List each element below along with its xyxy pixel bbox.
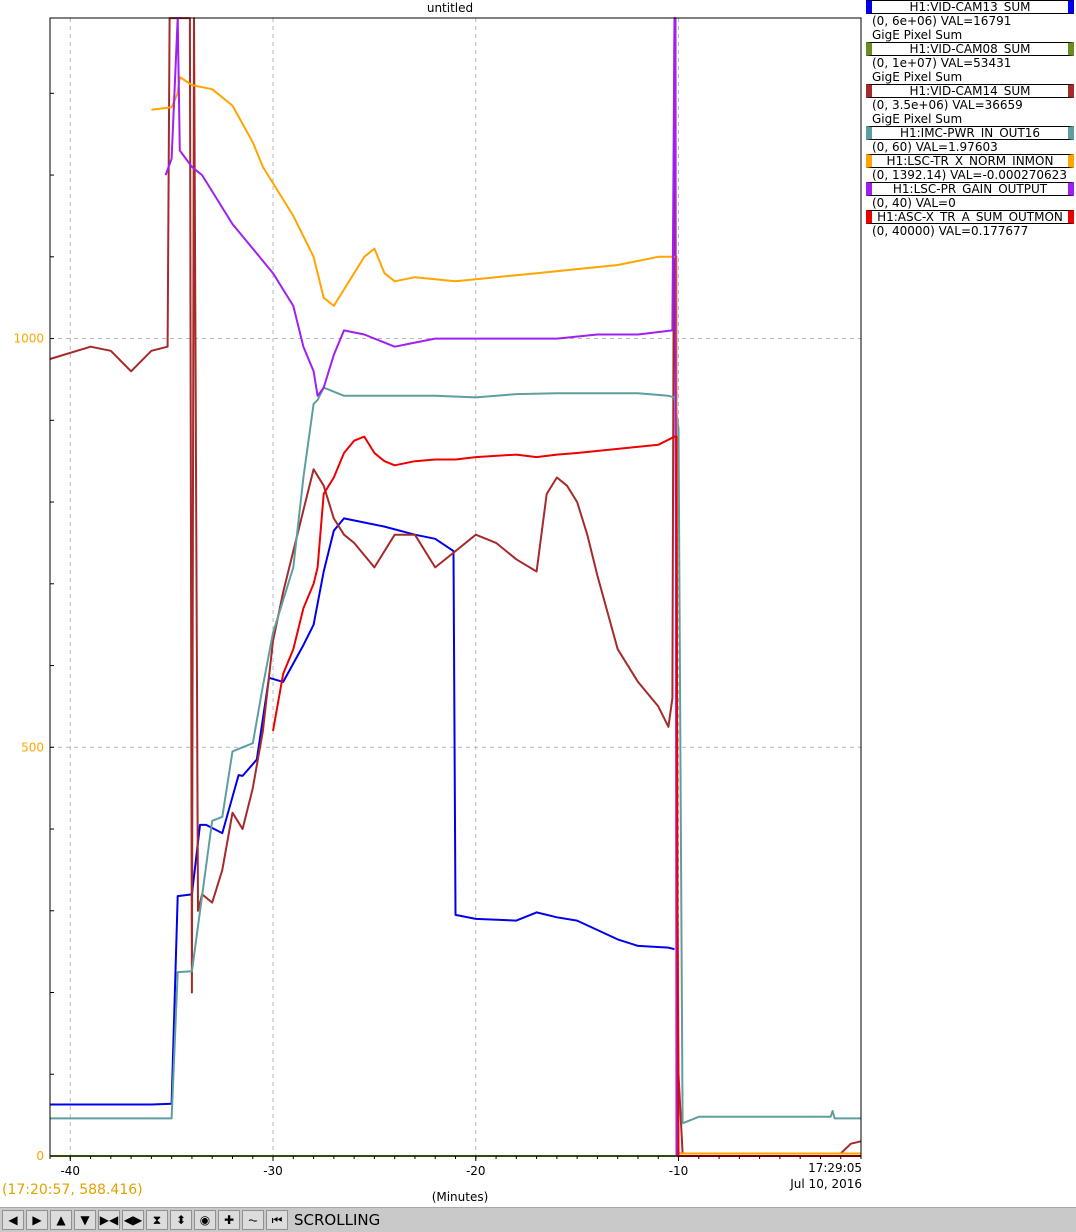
legend-entry-range: (0, 3.5e+06) VAL=36659: [872, 98, 1023, 112]
plot-area[interactable]: -40 -30 -20 -10 0 500 1000: [0, 0, 866, 1207]
zoom-out-x-button[interactable]: ◀▶: [122, 1210, 144, 1230]
plot-frame: [49, 17, 862, 1157]
autoscale-button[interactable]: ⏦: [242, 1210, 264, 1230]
legend-entry-name[interactable]: H1:VID-CAM14_SUM: [866, 84, 1074, 98]
series-line: [151, 76, 861, 1155]
scroll-up-button[interactable]: ▲: [50, 1210, 72, 1230]
legend: H1:VID-CAM13_SUM (0, 6e+06) VAL=16791 GigE…: [866, 0, 1076, 238]
series-lines: [49, 17, 862, 1157]
legend-entry-range: (0, 1e+07) VAL=53431: [872, 56, 1012, 70]
scroll-down-button[interactable]: ▼: [74, 1210, 96, 1230]
legend-entry-note: GigE Pixel Sum: [872, 28, 963, 42]
legend-entry-range: (0, 60) VAL=1.97603: [872, 140, 998, 154]
legend-entry-name[interactable]: H1:VID-CAM13_SUM: [866, 0, 1074, 14]
legend-entry-name[interactable]: H1:VID-CAM08_SUM: [866, 42, 1074, 56]
y-tick-label: 500: [21, 740, 44, 754]
y-tick-label: 0: [36, 1149, 44, 1163]
timestamp: 17:29:05 Jul 10, 2016: [772, 1160, 862, 1192]
add-button[interactable]: ✚: [218, 1210, 240, 1230]
zoom-in-x-button[interactable]: ▶◀: [98, 1210, 120, 1230]
reset-button[interactable]: ◉: [194, 1210, 216, 1230]
x-tick-label: -40: [60, 1164, 80, 1178]
y-tick-label: 1000: [13, 332, 44, 346]
axes: -40 -30 -20 -10 0 500 1000: [13, 17, 862, 1178]
legend-entry-range: (0, 40000) VAL=0.177677: [872, 224, 1029, 238]
scroll-right-button[interactable]: ▶: [26, 1210, 48, 1230]
legend-entry-range: (0, 1392.14) VAL=-0.000270623: [872, 168, 1067, 182]
series-line: [164, 17, 678, 1157]
timestamp-time: 17:29:05: [808, 1161, 862, 1175]
legend-entry-range: (0, 40) VAL=0: [872, 196, 956, 210]
scroll-mode-label: SCROLLING: [294, 1211, 381, 1229]
legend-entry-note: GigE Pixel Sum: [872, 70, 963, 84]
series-line: [50, 386, 861, 1125]
legend-entry-name[interactable]: H1:LSC-PR_GAIN_OUTPUT: [866, 182, 1074, 196]
zoom-in-y-button[interactable]: ⧗: [146, 1210, 168, 1230]
legend-entry-range: (0, 6e+06) VAL=16791: [872, 14, 1012, 28]
x-axis-label: (Minutes): [431, 1190, 489, 1204]
timestamp-date: Jul 10, 2016: [790, 1177, 862, 1191]
jump-start-button[interactable]: ⏮: [266, 1210, 288, 1230]
series-line: [49, 17, 862, 1155]
zoom-out-y-button[interactable]: ⬍: [170, 1210, 192, 1230]
toolbar-buttons: ◀ ▶ ▲ ▼ ▶◀ ◀▶ ⧗ ⬍ ◉ ✚ ⏦ ⏮: [0, 1210, 288, 1230]
x-tick-label: -10: [669, 1164, 689, 1178]
x-tick-label: -20: [466, 1164, 486, 1178]
x-tick-label: -30: [263, 1164, 283, 1178]
legend-entry-name[interactable]: H1:IMC-PWR_IN_OUT16: [866, 126, 1074, 140]
legend-entry-note: GigE Pixel Sum: [872, 112, 963, 126]
series-line: [50, 517, 675, 1106]
grid: [50, 18, 861, 1157]
series-line: [272, 435, 861, 1157]
legend-entry-name[interactable]: H1:LSC-TR_X_NORM_INMON: [866, 154, 1074, 168]
window-title: untitled: [426, 1, 474, 15]
cursor-readout: (17:20:57, 588.416): [2, 1182, 143, 1198]
scroll-left-button[interactable]: ◀: [2, 1210, 24, 1230]
legend-entry-name[interactable]: H1:ASC-X_TR_A_SUM_OUTMON: [866, 210, 1074, 224]
toolbar: ◀ ▶ ▲ ▼ ▶◀ ◀▶ ⧗ ⬍ ◉ ✚ ⏦ ⏮ SCROLLING: [0, 1207, 1076, 1232]
